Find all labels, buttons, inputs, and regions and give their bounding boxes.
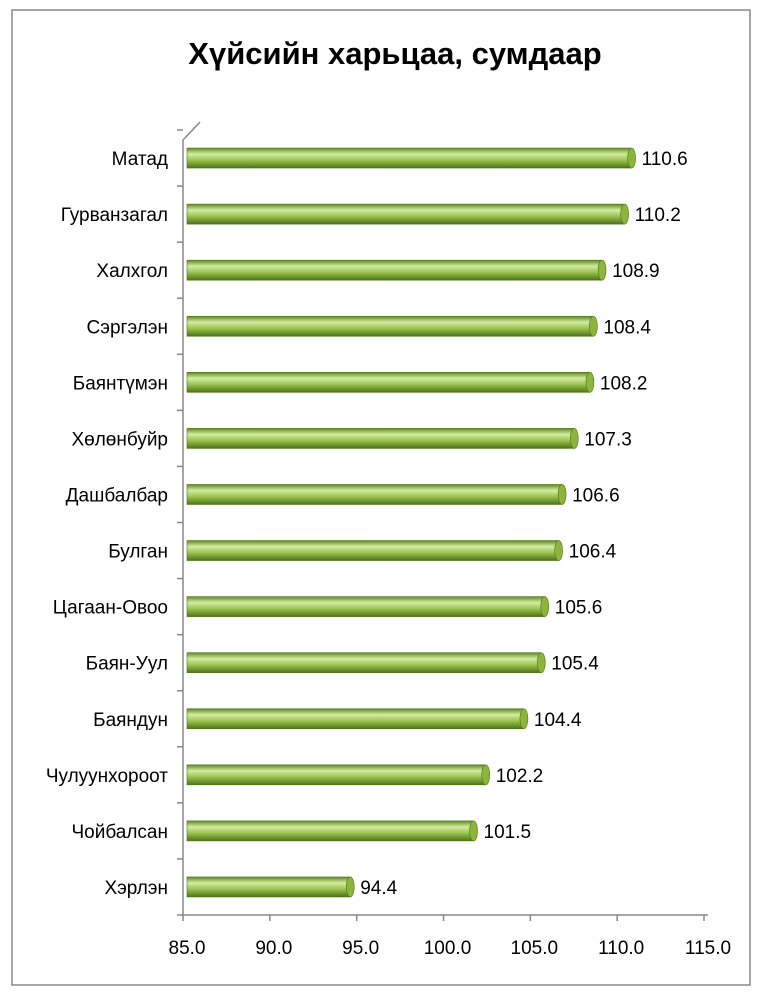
bar	[186, 147, 632, 169]
bar	[186, 315, 594, 337]
y-tick-label: Баяндун	[93, 710, 168, 731]
bar	[186, 708, 525, 730]
y-tick-label: Матад	[112, 149, 168, 170]
x-tick-label: 105.0	[511, 938, 559, 959]
value-label: 106.4	[569, 542, 617, 563]
bar	[186, 203, 625, 225]
value-label: 94.4	[360, 878, 397, 899]
y-tick-label: Хэрлэн	[104, 878, 168, 899]
value-label: 110.2	[635, 205, 681, 226]
x-tick-label: 100.0	[424, 938, 472, 959]
y-tick-label: Хөлөнбуйр	[71, 429, 168, 450]
y-tick-label: Булган	[108, 542, 168, 563]
bar-cap	[557, 484, 567, 505]
y-tick-label: Халхгол	[96, 261, 168, 282]
bar-cap	[589, 315, 598, 337]
bar-cap	[627, 147, 636, 169]
bar	[186, 428, 575, 449]
bar	[186, 259, 603, 281]
bar-cap	[519, 708, 529, 730]
bar	[186, 372, 591, 393]
bar-cap	[481, 764, 491, 786]
bar-cap	[585, 372, 595, 393]
y-tick-label: Дашбалбар	[66, 485, 168, 506]
y-tick-label: Чулуунхороот	[46, 766, 168, 787]
x-tick-label: 90.0	[255, 938, 292, 959]
bar-cap	[536, 652, 546, 673]
value-label: 108.4	[603, 317, 651, 338]
value-label: 105.4	[551, 654, 599, 675]
x-tick-label: 85.0	[169, 938, 206, 959]
value-label: 102.2	[496, 766, 544, 787]
bar-cap	[345, 876, 355, 898]
bar-cap	[554, 540, 563, 561]
bar	[186, 484, 563, 505]
value-label: 108.9	[612, 261, 660, 282]
value-label: 110.6	[642, 149, 688, 170]
y-tick-label: Баянтүмэн	[73, 373, 168, 394]
y-tick-label: Сэргэлэн	[87, 317, 168, 338]
y-axis	[182, 121, 201, 915]
bar	[186, 540, 559, 561]
value-label: 101.5	[484, 822, 532, 843]
value-label: 107.3	[584, 429, 632, 450]
x-tick-label: 95.0	[342, 938, 379, 959]
bar-cap	[569, 428, 579, 449]
x-tick-label: 110.0	[598, 938, 644, 959]
bar	[186, 820, 474, 842]
bar	[186, 652, 542, 673]
y-tick-label: Цагаан-Овоо	[53, 598, 168, 619]
bar-cap	[620, 203, 629, 225]
value-label: 108.2	[600, 373, 648, 394]
bar	[186, 596, 546, 617]
bar-cap	[540, 596, 550, 617]
value-label: 106.6	[572, 485, 620, 506]
bar-cap	[469, 820, 478, 842]
value-label: 104.4	[534, 710, 582, 731]
chart-title: Хүйсийн харьцаа, сумдаар	[188, 36, 601, 71]
value-label: 105.6	[555, 598, 603, 619]
y-tick-label: Чойбалсан	[71, 822, 168, 843]
y-tick-label: Баян-Уул	[86, 654, 168, 675]
bar	[186, 764, 487, 786]
y-tick-label: Гурванзагал	[61, 205, 168, 226]
x-tick-label: 115.0	[685, 938, 731, 959]
bar	[186, 876, 351, 898]
bar-cap	[597, 259, 607, 281]
chart-frame	[11, 9, 751, 986]
